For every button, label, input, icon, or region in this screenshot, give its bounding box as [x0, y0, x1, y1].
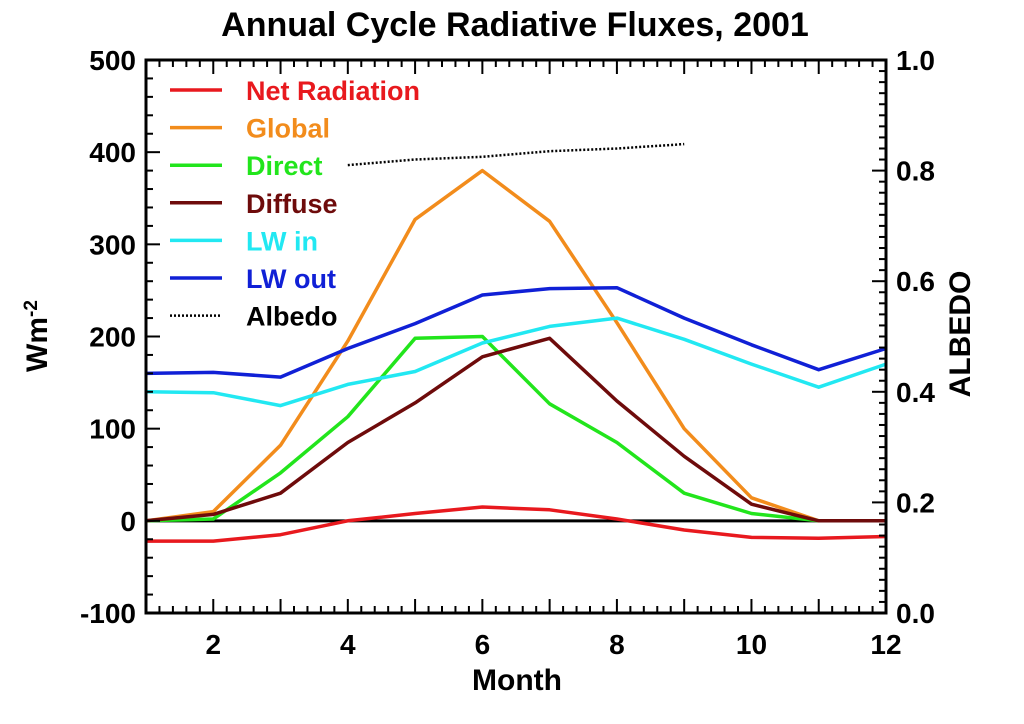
- y2-tick-label-0: 0.0: [896, 598, 935, 629]
- chart-title: Annual Cycle Radiative Fluxes, 2001: [221, 6, 809, 44]
- series-line-3: [145, 336, 886, 523]
- y2-tick-label-2: 0.4: [896, 377, 935, 408]
- y-tick-label-1: 0: [120, 506, 136, 537]
- x-tick-label-3: 8: [609, 629, 625, 660]
- y-tick-label-6: 500: [89, 45, 136, 76]
- y-axis-title-base: Wm: [21, 317, 54, 372]
- series-line-4: [145, 316, 887, 408]
- legend-label-5: LW out: [246, 264, 336, 294]
- legend-label-0: Net Radiation: [246, 76, 420, 106]
- y2-tick-label-1: 0.2: [896, 487, 935, 518]
- legend: Net Radiation Global Direct Diffuse LW in LW …: [170, 76, 420, 332]
- legend-label-3: Diffuse: [246, 189, 338, 219]
- y2-tick-label-5: 1.0: [896, 45, 935, 76]
- y2-tick-label-4: 0.8: [896, 156, 935, 187]
- series-line-5: [145, 285, 887, 379]
- y-tick-label-5: 400: [89, 137, 136, 168]
- axes: 2 4 6 8 10 12 -100 0 100 200 300 400 500 0.0 0.2 0.4 0.6…: [80, 45, 935, 660]
- y-axis-title-exponent: -2: [21, 300, 42, 317]
- series-line-2: [145, 334, 886, 523]
- series-line-6: [347, 142, 685, 167]
- y-tick-label-3: 200: [89, 322, 136, 353]
- x-tick-label-4: 10: [736, 629, 767, 660]
- legend-label-6: Albedo: [246, 302, 338, 332]
- series-line-1: [145, 168, 886, 523]
- y-tick-label-2: 100: [89, 414, 136, 445]
- x-axis-title: Month: [472, 664, 562, 697]
- plot-lines: [145, 142, 887, 543]
- y-axis-title: Wm-2: [21, 300, 55, 372]
- y-tick-label-0: -100: [80, 598, 136, 629]
- x-tick-label-0: 2: [205, 629, 221, 660]
- x-tick-label-2: 6: [475, 629, 491, 660]
- y2-axis-title: ALBEDO: [944, 271, 977, 398]
- y2-tick-label-3: 0.6: [896, 266, 935, 297]
- legend-label-2: Direct: [246, 151, 323, 181]
- legend-label-1: Global: [246, 114, 330, 144]
- x-tick-label-5: 12: [870, 629, 901, 660]
- y-tick-label-4: 300: [89, 229, 136, 260]
- legend-label-4: LW in: [246, 226, 318, 256]
- x-tick-label-1: 4: [340, 629, 356, 660]
- series-line-0: [146, 505, 887, 543]
